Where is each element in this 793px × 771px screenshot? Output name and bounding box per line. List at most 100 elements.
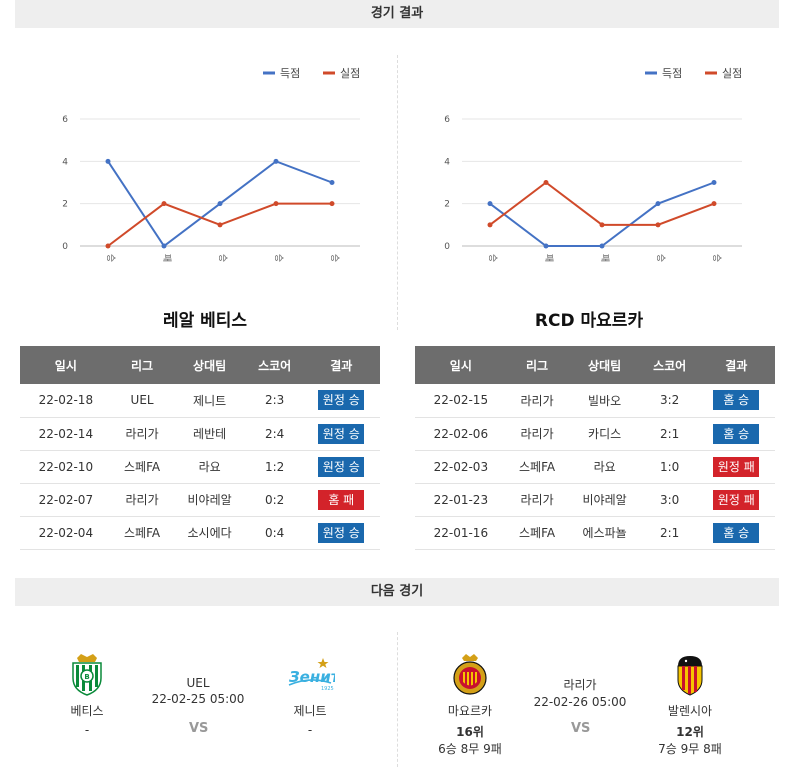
result-cell: 홈 승 xyxy=(697,384,775,418)
left-team-chart: 득점 실점 0 2 4 6 승 패 승 승 승 xyxy=(40,55,410,270)
y-tick-label: 2 xyxy=(62,200,68,210)
svg-text:B: B xyxy=(84,673,89,681)
legend-label: 득점 xyxy=(280,67,300,80)
table-row: 22-01-16 스페FA 에스파뇰 2:1 홈 승 xyxy=(415,516,775,550)
right-results-table: 일시 리그 상대팀 스코어 결과 22-02-15 라리가 빌바오 3:2 홈 … xyxy=(415,346,775,550)
zenit-crest-icon: Зенит 1925 xyxy=(288,658,335,692)
data-point xyxy=(487,222,493,228)
date-cell: 22-02-07 xyxy=(20,483,112,517)
x-tick-label: 패 xyxy=(161,254,172,262)
betis-crest-icon: B xyxy=(72,654,102,696)
league-cell: 스페FA xyxy=(111,450,173,484)
result-cell: 홈 승 xyxy=(697,417,775,451)
away-team-name: 제니트 xyxy=(293,704,327,718)
x-tick-label: 승 xyxy=(711,254,722,262)
top-divider xyxy=(397,55,398,330)
result-cell: 원정 패 xyxy=(697,483,775,517)
table-row: 22-02-06 라리가 카디스 2:1 홈 승 xyxy=(415,417,775,451)
data-point xyxy=(273,201,279,207)
next1-home-team[interactable]: B 베티스 - xyxy=(47,652,127,737)
league-cell: 라리가 xyxy=(111,417,173,451)
score-cell: 1:0 xyxy=(641,450,698,484)
opponent-cell: 소시에다 xyxy=(172,516,247,550)
y-tick-label: 2 xyxy=(444,200,450,210)
next1-away-team[interactable]: Зенит 1925 제니트 - xyxy=(270,652,350,737)
table-row: 22-02-14 라리가 레반테 2:4 원정 승 xyxy=(20,417,380,451)
data-point xyxy=(599,222,605,228)
next2-home-team[interactable]: 마요르카 16위 6승 8무 9패 xyxy=(430,652,510,757)
col-opponent: 상대팀 xyxy=(567,346,642,384)
data-point xyxy=(487,201,493,207)
away-team-record: 7승 9무 8패 xyxy=(658,742,722,756)
result-badge: 원정 패 xyxy=(713,489,760,510)
date-cell: 22-02-14 xyxy=(20,417,112,451)
score-cell: 2:1 xyxy=(641,417,698,451)
y-tick-label: 6 xyxy=(62,115,68,125)
svg-text:1925: 1925 xyxy=(321,686,334,692)
opponent-cell: 비야레알 xyxy=(172,483,247,517)
legend-label: 실점 xyxy=(340,67,360,80)
data-point xyxy=(105,243,111,249)
series-line xyxy=(489,181,715,247)
opponent-cell: 카디스 xyxy=(567,417,642,451)
opponent-cell: 빌바오 xyxy=(567,384,642,418)
y-tick-label: 0 xyxy=(62,242,68,252)
x-tick-label: 승 xyxy=(217,254,228,262)
league-cell: 라리가 xyxy=(506,417,568,451)
result-cell: 원정 승 xyxy=(302,516,380,550)
next2-away-team[interactable]: 발렌시아 12위 7승 9무 8패 xyxy=(650,652,730,757)
next-match-section-header: 다음 경기 xyxy=(15,578,779,606)
away-team-rank: 12위 xyxy=(676,725,704,739)
result-badge: 홈 승 xyxy=(713,423,760,444)
league-label: UEL xyxy=(186,676,210,690)
svg-text:Зенит: Зенит xyxy=(289,668,335,686)
left-team-title: 레알 베티스 xyxy=(162,311,248,331)
data-point xyxy=(161,201,167,207)
table-header-row: 일시 리그 상대팀 스코어 결과 xyxy=(415,346,775,384)
legend-label: 득점 xyxy=(662,67,682,80)
date-cell: 22-02-18 xyxy=(20,384,112,418)
right-team-chart: 득점 실점 0 2 4 6 승 패 패 승 승 xyxy=(422,55,792,270)
league-cell: 라리가 xyxy=(111,483,173,517)
opponent-cell: 제니트 xyxy=(172,384,247,418)
table-row: 22-02-07 라리가 비야레알 0:2 홈 패 xyxy=(20,483,380,517)
data-point xyxy=(105,158,111,164)
table-row: 22-02-10 스페FA 라요 1:2 원정 승 xyxy=(20,450,380,484)
date-cell: 22-02-06 xyxy=(415,417,507,451)
results-section-header: 경기 결과 xyxy=(15,0,779,28)
col-date: 일시 xyxy=(20,346,112,384)
home-team-rank: 16위 xyxy=(456,725,484,739)
table-row: 22-02-15 라리가 빌바오 3:2 홈 승 xyxy=(415,384,775,418)
result-cell: 홈 패 xyxy=(302,483,380,517)
home-team-rank: - xyxy=(84,723,90,737)
opponent-cell: 레반테 xyxy=(172,417,247,451)
date-cell: 22-01-23 xyxy=(415,483,507,517)
score-cell: 0:4 xyxy=(246,516,303,550)
data-point xyxy=(655,222,661,228)
score-cell: 1:2 xyxy=(246,450,303,484)
data-point xyxy=(161,243,167,249)
league-label: 라리가 xyxy=(563,678,597,692)
league-cell: UEL xyxy=(111,384,173,418)
league-cell: 스페FA xyxy=(506,516,568,550)
league-cell: 라리가 xyxy=(506,483,568,517)
col-league: 리그 xyxy=(506,346,568,384)
date-cell: 22-02-03 xyxy=(415,450,507,484)
score-cell: 0:2 xyxy=(246,483,303,517)
x-tick-label: 승 xyxy=(273,254,284,262)
result-badge: 원정 승 xyxy=(318,522,365,543)
col-league: 리그 xyxy=(111,346,173,384)
result-cell: 원정 승 xyxy=(302,384,380,418)
data-point xyxy=(599,243,605,249)
x-tick-label: 승 xyxy=(329,254,340,262)
left-chart-svg: 득점 실점 0 2 4 6 승 패 승 승 승 xyxy=(62,67,360,262)
bottom-divider xyxy=(397,632,398,767)
x-tick-label: 패 xyxy=(599,254,610,262)
y-tick-label: 6 xyxy=(444,115,450,125)
table-row: 22-02-04 스페FA 소시에다 0:4 원정 승 xyxy=(20,516,380,550)
match-datetime: 22-02-25 05:00 xyxy=(151,692,245,706)
away-team-rank: - xyxy=(307,723,313,737)
score-cell: 2:3 xyxy=(246,384,303,418)
match-datetime: 22-02-26 05:00 xyxy=(533,695,627,709)
table-row: 22-02-03 스페FA 라요 1:0 원정 패 xyxy=(415,450,775,484)
